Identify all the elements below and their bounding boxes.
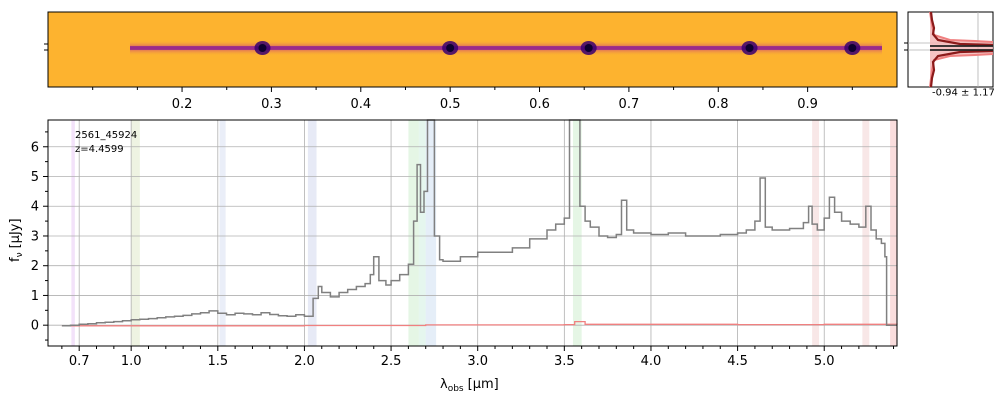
plot-area: [48, 120, 897, 346]
top-tick-label: 0.3: [261, 97, 282, 112]
x-tick-label: 3.5: [554, 354, 575, 369]
spectrum-1d-panel: 0.7 1.0 1.5 2.0 2.5 3.0 3.5 4.0 4.5 5.0 0 1 2 3 4 5 6 2…: [8, 119, 898, 394]
y-tick-label: 3: [31, 229, 39, 244]
x-axis-title-sub: obs: [448, 384, 464, 394]
line-band: [307, 120, 317, 346]
y-tick-label: 1: [31, 289, 39, 304]
emission-blob-core: [848, 44, 857, 52]
line-band: [862, 120, 870, 346]
line-band: [131, 120, 140, 346]
y-axis-title-main: f: [8, 257, 23, 262]
x-axis-title-main: λ: [440, 377, 448, 392]
x-tick-label: 3.0: [467, 354, 488, 369]
top-tick-label: 0.6: [529, 97, 550, 112]
emission-blob-core: [745, 44, 754, 52]
line-band: [71, 120, 75, 346]
x-tick-label: 2.0: [294, 354, 315, 369]
x-axis: 0.7 1.0 1.5 2.0 2.5 3.0 3.5 4.0 4.5 5.0: [61, 346, 895, 369]
y-tick-label: 4: [31, 200, 39, 215]
emission-blob-core: [584, 44, 593, 52]
emission-blob-core: [446, 44, 455, 52]
y-tick-label: 0: [31, 319, 39, 334]
spectrum-2d-top-axis: 0.2 0.3 0.4 0.5 0.6 0.7 0.8 0.9: [92, 87, 853, 112]
x-axis-title: λobs [μm]: [440, 377, 499, 394]
x-axis-title-unit: [μm]: [468, 377, 499, 392]
profile-annotation: -0.94 ± 1.17: [932, 87, 995, 98]
y-axis-title-sub: ν: [15, 252, 25, 257]
top-tick-label: 0.8: [708, 97, 729, 112]
x-tick-label: 4.0: [641, 354, 662, 369]
line-band: [219, 120, 226, 346]
y-tick-label: 5: [31, 170, 39, 185]
y-axis-title-unit: [μJy]: [8, 218, 23, 248]
profile-panel: -0.94 ± 1.17: [904, 11, 995, 98]
spectrum-2d-emission-blobs: [254, 41, 861, 55]
x-tick-label: 0.7: [69, 354, 90, 369]
top-tick-label: 0.2: [172, 97, 193, 112]
top-tick-label: 0.9: [797, 97, 818, 112]
y-tick-label: 6: [31, 140, 39, 155]
emission-blob-core: [258, 44, 267, 52]
line-band: [812, 120, 820, 346]
spectrum-2d-panel: 0.2 0.3 0.4 0.5 0.6 0.7 0.8 0.9: [44, 11, 898, 112]
line-band: [572, 120, 582, 346]
line-band: [425, 120, 437, 346]
y-axis: 0 1 2 3 4 5 6: [31, 131, 48, 341]
object-id-label: 2561_45924: [75, 130, 137, 141]
plot-frame: [47, 119, 898, 347]
y-axis-title: fν [μJy]: [8, 218, 25, 262]
redshift-label: z=4.4599: [75, 144, 124, 155]
x-tick-label: 1.5: [207, 354, 228, 369]
top-tick-label: 0.5: [440, 97, 461, 112]
x-tick-label: 2.5: [381, 354, 402, 369]
x-tick-label: 1.0: [121, 354, 142, 369]
x-tick-label: 4.5: [727, 354, 748, 369]
error-line: [61, 320, 898, 327]
spectrum-2d-core: [130, 46, 882, 50]
y-tick-label: 2: [31, 259, 39, 274]
line-band: [418, 120, 426, 346]
line-band: [890, 120, 897, 346]
x-tick-label: 5.0: [814, 354, 835, 369]
profile-data-line: [929, 11, 994, 88]
top-tick-label: 0.4: [350, 97, 371, 112]
top-tick-label: 0.7: [619, 97, 640, 112]
